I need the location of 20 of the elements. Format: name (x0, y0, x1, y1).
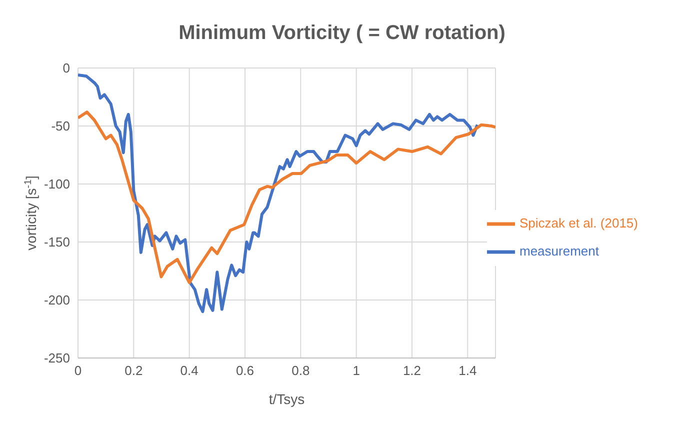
y-tick-label: -100 (44, 176, 70, 192)
x-tick-label: 0.8 (292, 363, 310, 378)
y-tick-label: 0 (62, 60, 70, 76)
x-tick-label: 0.4 (180, 363, 198, 378)
y-tick-label: -200 (44, 292, 70, 308)
y-tick-label: -50 (51, 118, 70, 134)
x-tick-label: 0.2 (124, 363, 143, 378)
line-series (78, 110, 496, 284)
x-axis-title: t/Tsys (268, 391, 305, 407)
x-tick-label: 1 (352, 363, 360, 378)
x-tick-label: 1.2 (402, 363, 422, 378)
legend-label: Spiczak et al. (2015) (519, 215, 638, 230)
line-series (78, 73, 479, 314)
x-tick-label: 0 (74, 363, 82, 378)
legend-label: measurement (519, 243, 599, 258)
x-tick-label: 0.6 (236, 363, 254, 378)
chart-title: Minimum Vorticity ( = CW rotation) (178, 21, 506, 46)
y-tick-label: -150 (44, 234, 70, 250)
y-tick-label: -250 (44, 350, 70, 366)
x-tick-label: 1.4 (458, 363, 477, 378)
